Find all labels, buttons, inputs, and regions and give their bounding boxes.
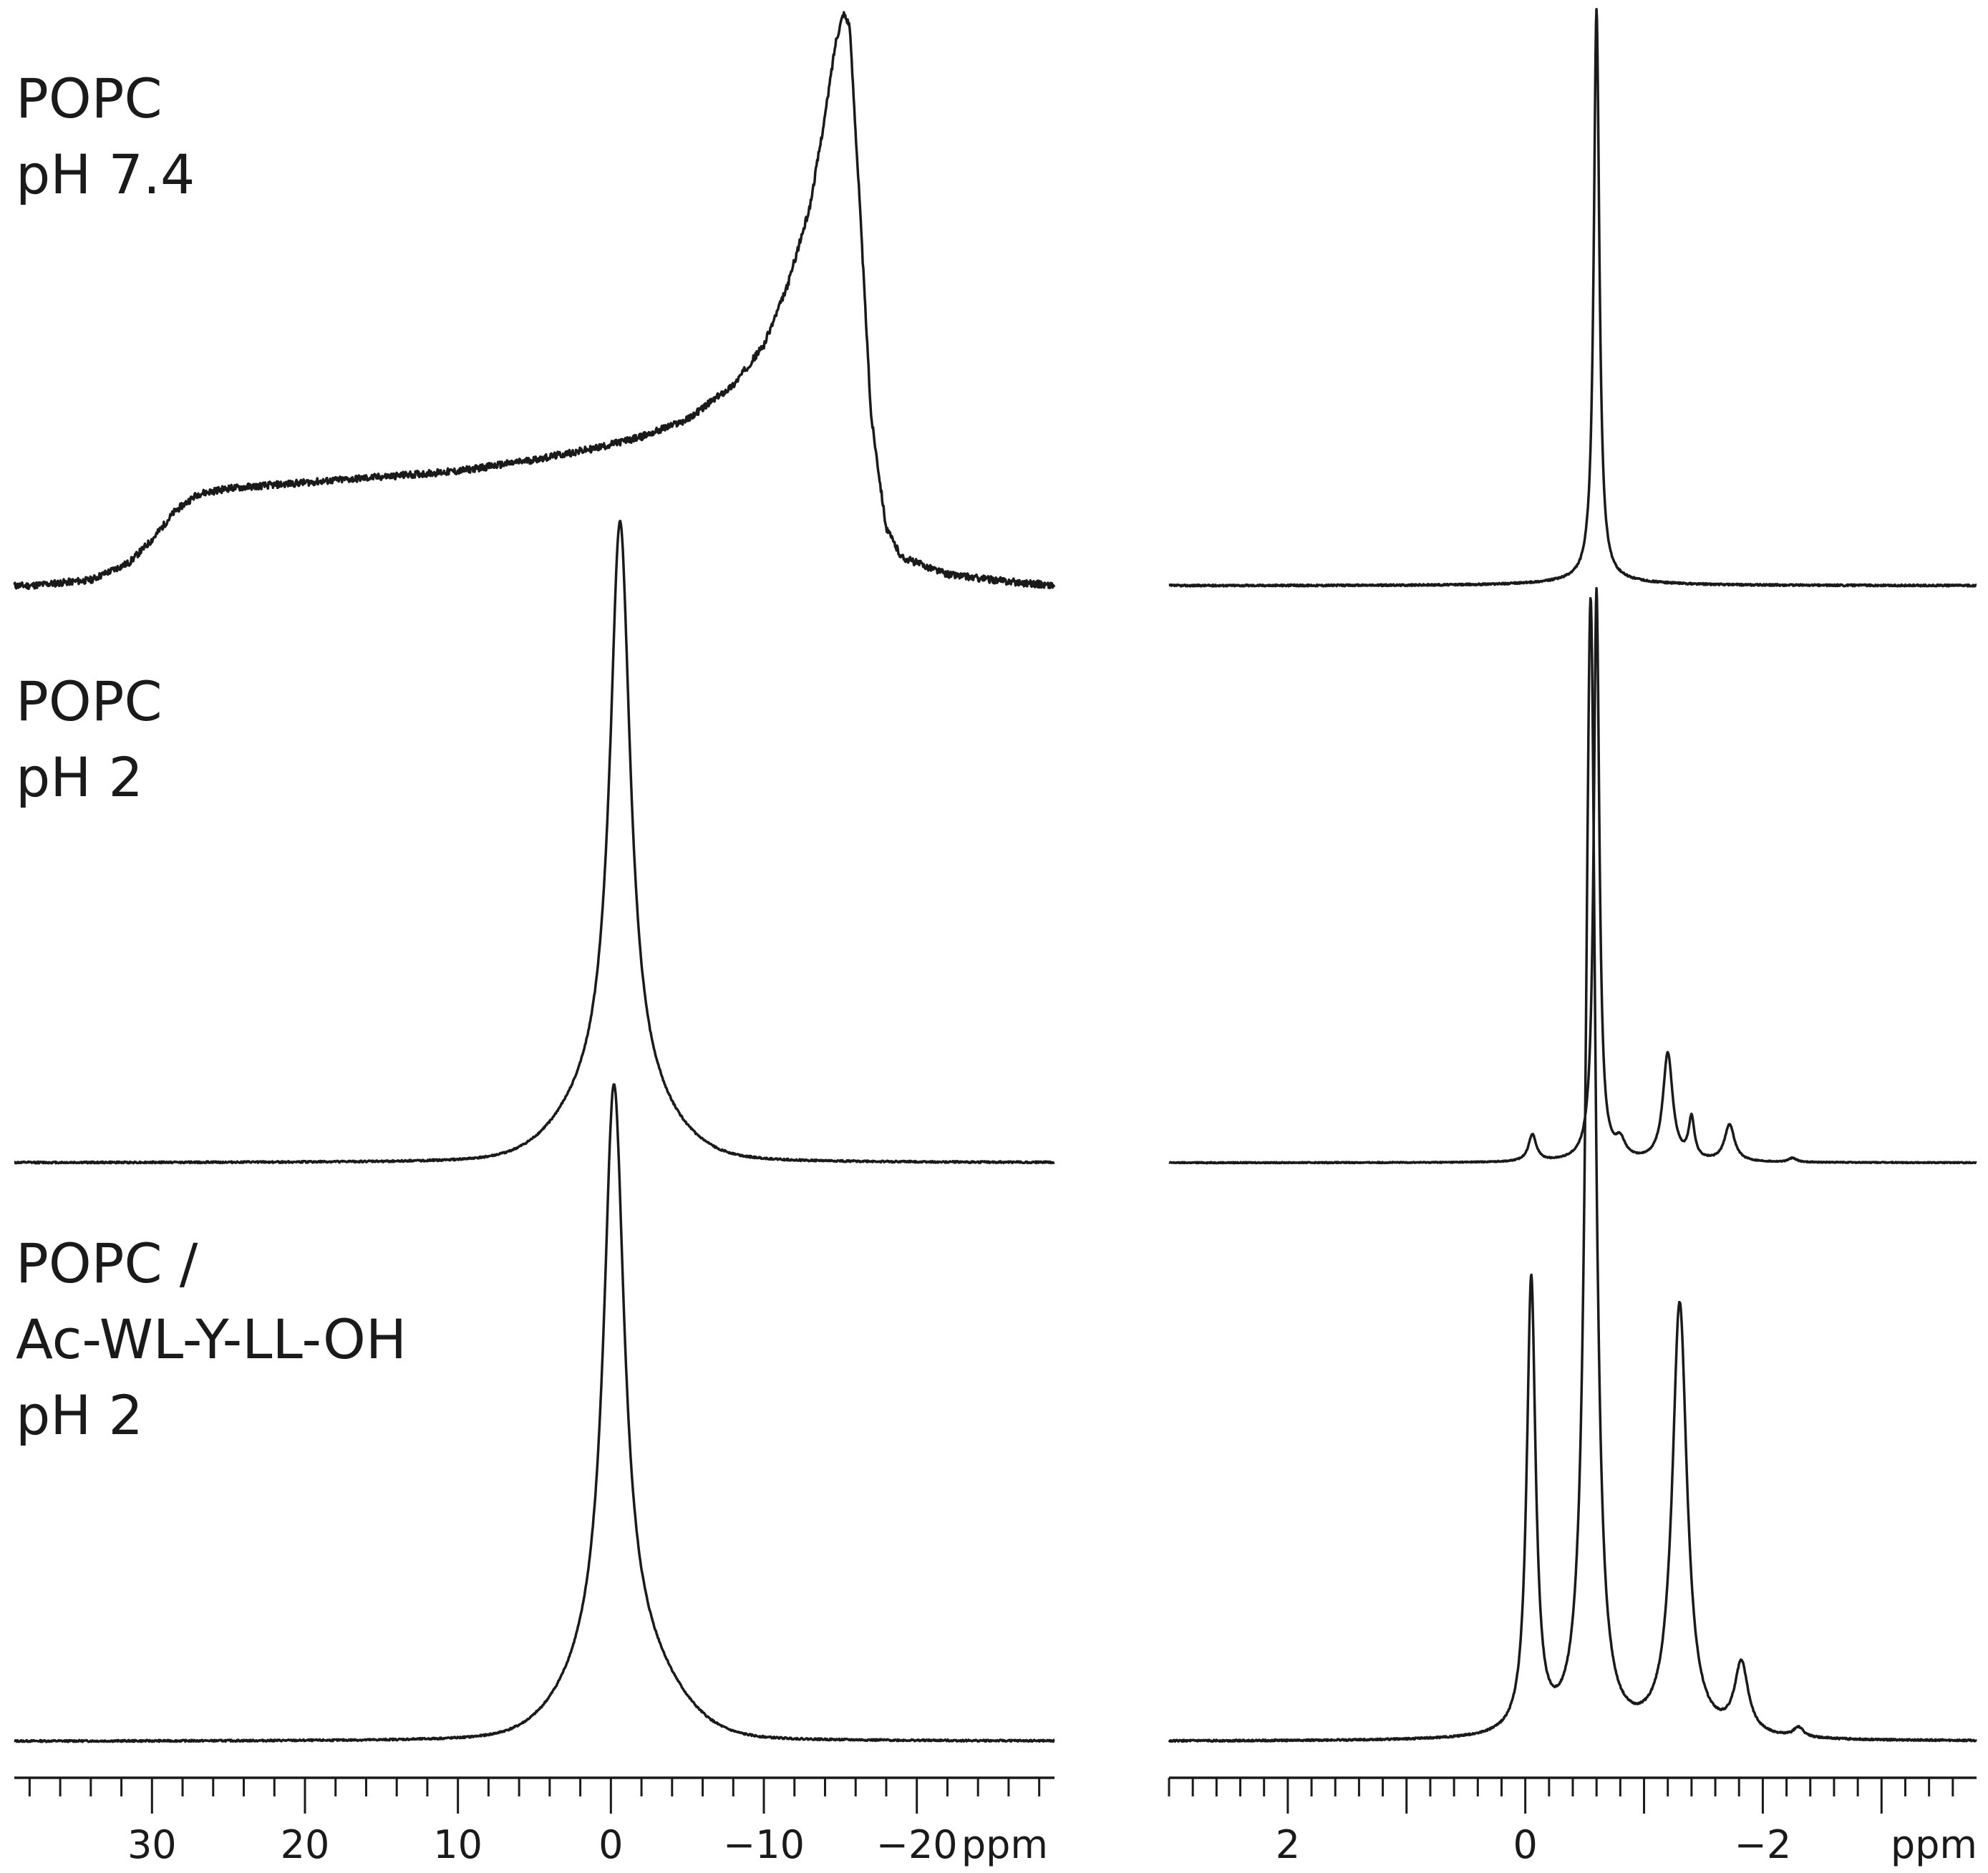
left-tick-label: 0	[598, 1822, 623, 1867]
right-tick-label: −2	[1735, 1822, 1792, 1867]
sample-label-popc-peptide-ph-2: POPC / Ac-WL-Y-LL-OH pH 2	[16, 1226, 407, 1453]
sample-label-line: POPC	[16, 67, 163, 130]
sample-label-line: POPC /	[16, 1231, 198, 1295]
right-x-axis-tick-labels: 2 0 −2	[1276, 1822, 1792, 1867]
left-spectrum-trace-popc-ph-2	[14, 519, 1055, 1165]
right-x-axis-unit-label: ppm	[1891, 1822, 1977, 1867]
left-x-axis-tick-labels: 30 20 10 0 −10 −20	[127, 1822, 958, 1867]
left-x-axis-major-ticks	[150, 1778, 918, 1814]
left-tick-label: 20	[281, 1822, 330, 1867]
right-tick-label: 2	[1276, 1822, 1300, 1867]
left-tick-label: 10	[433, 1822, 483, 1867]
right-x-axis-major-ticks	[1286, 1778, 1883, 1814]
sample-label-popc-ph-7-4: POPC pH 7.4	[16, 61, 195, 213]
right-spectrum-trace-popc-ph-2	[1168, 586, 1978, 1165]
left-tick-label: −10	[723, 1822, 805, 1867]
left-tick-label: 30	[127, 1822, 177, 1867]
left-spectrum-trace-popc-ph-7-4	[13, 11, 1056, 591]
left-x-axis-unit-label: ppm	[961, 1822, 1048, 1867]
left-panel-static-spectra: 30 20 10 0 −10 −20 ppm	[13, 11, 1056, 1867]
left-tick-label: −20	[876, 1822, 958, 1867]
sample-label-line: POPC	[16, 669, 163, 733]
right-panel-mas-spectra: 2 0 −2 ppm	[1168, 7, 1978, 1867]
right-tick-label: 0	[1513, 1822, 1537, 1867]
right-spectrum-trace-popc-ph-7-4	[1168, 7, 1978, 588]
sample-label-line: Ac-WL-Y-LL-OH	[16, 1307, 407, 1371]
sample-label-line: pH 2	[16, 1383, 143, 1447]
sample-label-line: pH 2	[16, 745, 143, 809]
left-x-axis-minor-ticks	[28, 1778, 1041, 1796]
right-spectrum-trace-popc-peptide-ph-2	[1168, 596, 1978, 1743]
sample-label-popc-ph-2: POPC pH 2	[16, 664, 163, 815]
sample-label-line: pH 7.4	[16, 142, 195, 206]
left-spectrum-trace-popc-peptide-ph-2	[14, 1083, 1055, 1743]
right-x-axis-minor-ticks	[1168, 1778, 1954, 1796]
